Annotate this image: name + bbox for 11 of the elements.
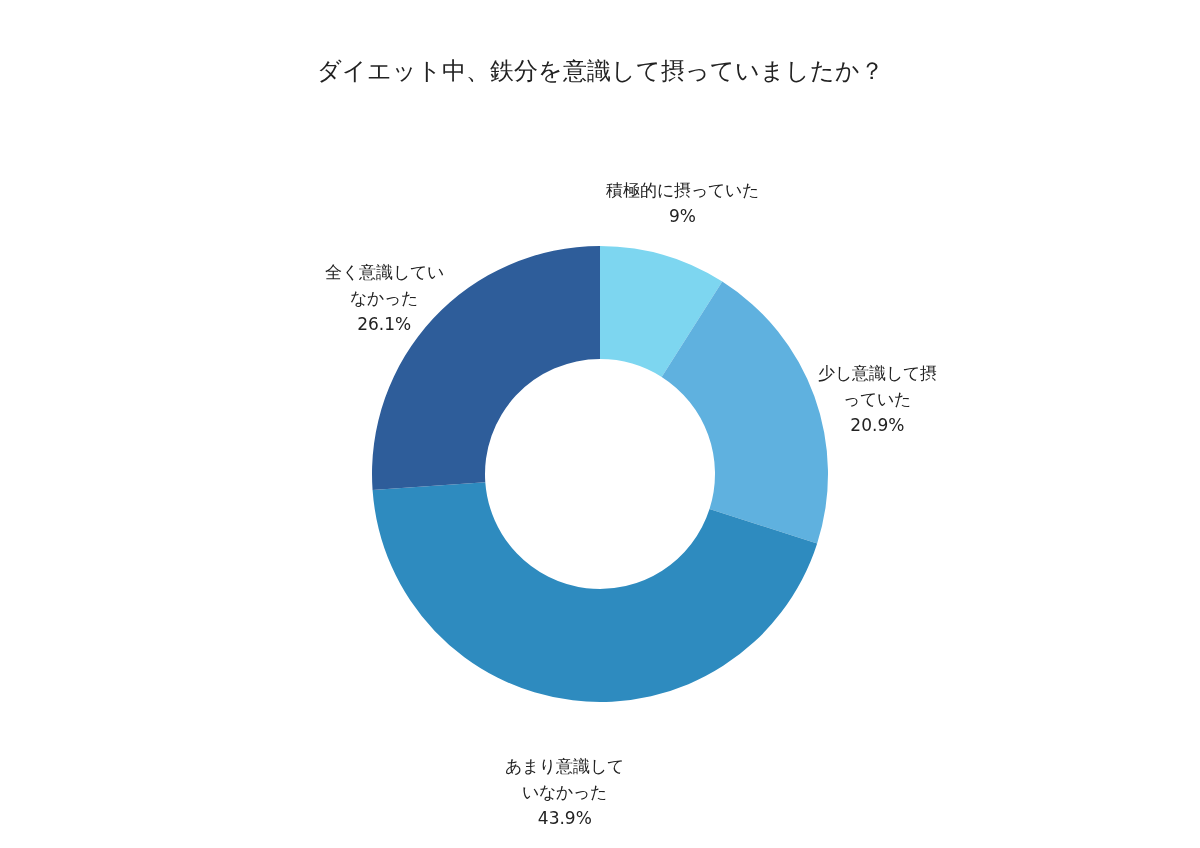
data-label: 43.9% [537,807,592,828]
chart-title: ダイエット中、鉄分を意識して摂っていましたか？ [316,57,884,85]
data-label: 9% [668,205,696,226]
data-label: 20.9% [850,414,905,435]
slice-label: 全く意識していなかった [324,261,444,308]
donut-slice [372,482,818,702]
slice-label: 少し意識して摂っていた [817,362,937,409]
slice-label: あまり意識していなかった [505,755,625,802]
donut-slice [600,246,723,377]
data-label: 26.1% [357,313,412,334]
slice-label: 積極的に摂っていた [605,179,759,200]
